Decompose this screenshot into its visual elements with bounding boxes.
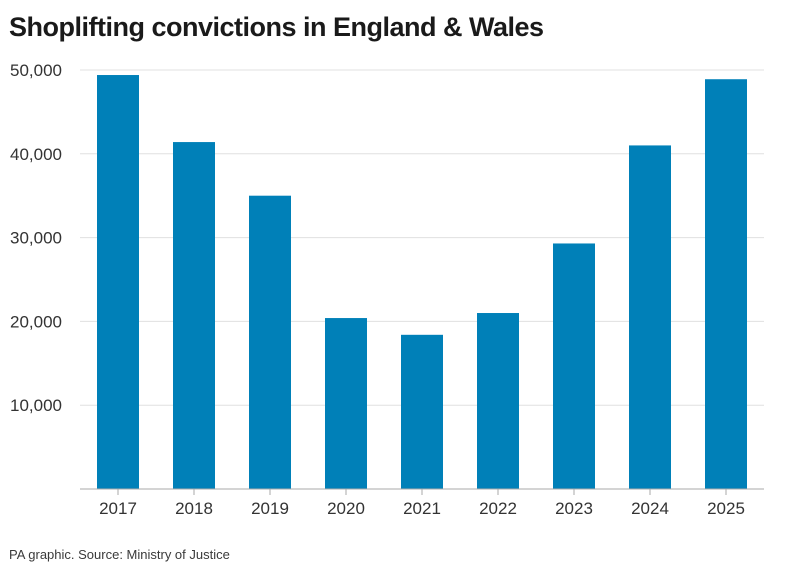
y-tick-label: 10,000 [10,396,62,415]
x-axis-labels: 2017 2018 2019 2020 2021 2022 2023 2024 2025 [99,499,745,518]
x-tick-label: 2019 [251,499,289,518]
bar-2018 [173,142,215,489]
x-tick-label: 2021 [403,499,441,518]
source-note: PA graphic. Source: Ministry of Justice [9,547,230,562]
x-tick-label: 2017 [99,499,137,518]
bars [97,75,747,490]
y-tick-label: 50,000 [10,61,62,80]
y-tick-label: 20,000 [10,312,62,331]
bar-2017 [97,75,139,489]
x-tick-label: 2025 [707,499,745,518]
bar-2022 [477,313,519,489]
y-axis-labels: 10,000 20,000 30,000 40,000 50,000 [10,61,62,415]
bar-2019 [249,195,291,489]
x-tick-label: 2023 [555,499,593,518]
bar-2023 [553,243,595,489]
chart-title: Shoplifting convictions in England & Wal… [9,12,544,42]
bar-2020 [325,318,367,489]
bar-2024 [629,145,671,490]
x-tick-label: 2022 [479,499,517,518]
x-tick-label: 2024 [631,499,669,518]
bar-2021 [401,334,443,489]
x-axis-ticks [117,489,727,495]
bar-2025 [705,79,747,489]
y-tick-label: 30,000 [10,229,62,248]
x-tick-label: 2018 [175,499,213,518]
x-tick-label: 2020 [327,499,365,518]
y-tick-label: 40,000 [10,145,62,164]
